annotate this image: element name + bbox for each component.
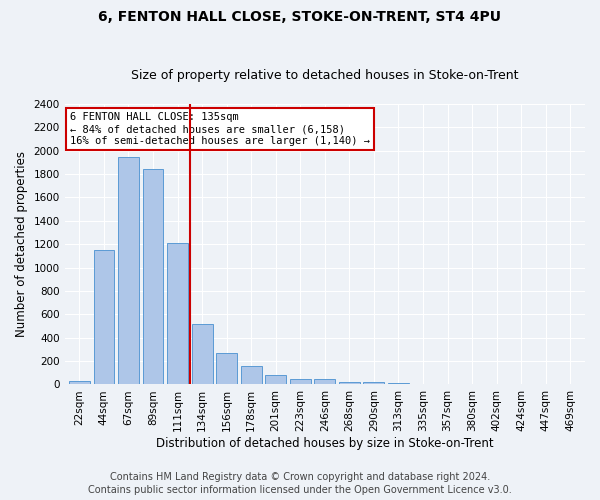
Bar	[290, 378, 311, 384]
Text: 6, FENTON HALL CLOSE, STOKE-ON-TRENT, ST4 4PU: 6, FENTON HALL CLOSE, STOKE-ON-TRENT, ST…	[98, 10, 502, 24]
Text: Contains HM Land Registry data © Crown copyright and database right 2024.
Contai: Contains HM Land Registry data © Crown c…	[88, 472, 512, 495]
Bar	[191, 324, 212, 384]
Bar	[167, 243, 188, 384]
Title: Size of property relative to detached houses in Stoke-on-Trent: Size of property relative to detached ho…	[131, 69, 518, 82]
Bar	[339, 382, 360, 384]
Bar	[118, 156, 139, 384]
X-axis label: Distribution of detached houses by size in Stoke-on-Trent: Distribution of detached houses by size …	[156, 437, 494, 450]
Bar	[69, 381, 90, 384]
Bar	[216, 354, 237, 384]
Bar	[364, 382, 385, 384]
Bar	[94, 250, 115, 384]
Bar	[143, 170, 163, 384]
Y-axis label: Number of detached properties: Number of detached properties	[15, 151, 28, 337]
Bar	[265, 374, 286, 384]
Bar	[388, 383, 409, 384]
Bar	[314, 379, 335, 384]
Text: 6 FENTON HALL CLOSE: 135sqm
← 84% of detached houses are smaller (6,158)
16% of : 6 FENTON HALL CLOSE: 135sqm ← 84% of det…	[70, 112, 370, 146]
Bar	[241, 366, 262, 384]
